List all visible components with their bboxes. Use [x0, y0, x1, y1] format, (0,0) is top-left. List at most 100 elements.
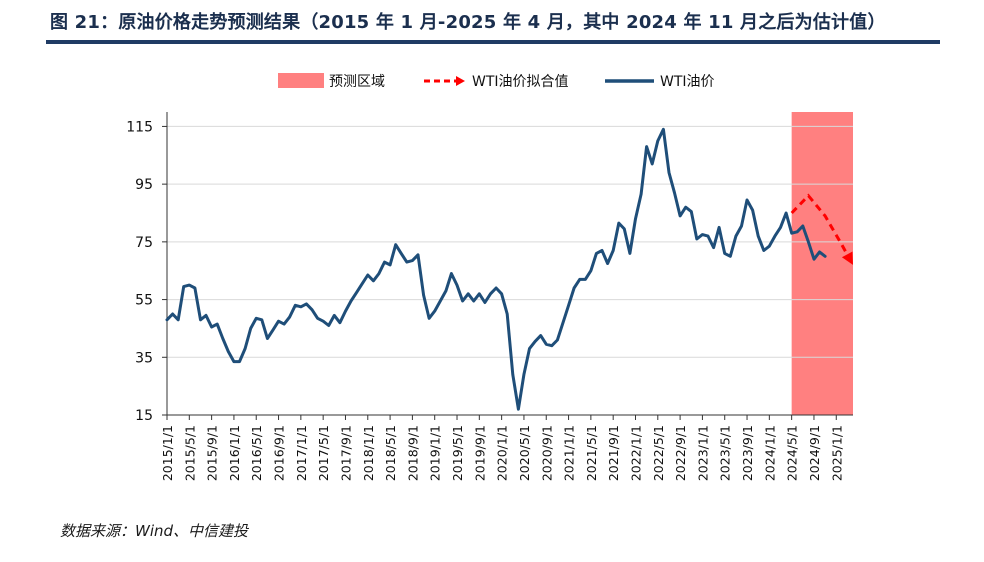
wti-point: [807, 241, 810, 243]
wti-point: [428, 317, 430, 320]
wti-point: [545, 343, 548, 346]
x-tick-label: 2018/9/1: [405, 425, 420, 481]
wti-point: [456, 284, 458, 286]
wti-point: [523, 373, 525, 376]
wti-point: [283, 323, 285, 325]
wti-point: [422, 294, 425, 297]
legend-label-wti-line: WTI油价: [660, 74, 715, 90]
wti-point: [216, 323, 218, 325]
wti-point: [327, 324, 330, 327]
wti-point: [684, 206, 687, 209]
wti-point: [551, 344, 553, 347]
x-tick-label: 2016/5/1: [249, 425, 264, 481]
wti-point: [389, 264, 391, 266]
wti-point: [350, 300, 352, 302]
wti-point: [634, 217, 637, 220]
x-tick-label: 2018/1/1: [361, 425, 376, 481]
legend-arrow-icon: [456, 76, 465, 86]
x-tick-label: 2015/1/1: [160, 425, 175, 481]
wti-point: [417, 254, 419, 256]
wti-point: [735, 235, 737, 237]
wti-point: [573, 287, 575, 289]
wti-point: [344, 310, 347, 312]
x-tick-label: 2015/5/1: [182, 425, 197, 481]
wti-fit-line: [790, 193, 851, 259]
wti-point: [802, 225, 804, 227]
wti-point: [690, 210, 693, 213]
x-tick-label: 2022/9/1: [673, 425, 688, 481]
wti-point: [606, 262, 609, 265]
x-tick-label: 2024/9/1: [807, 425, 822, 481]
wti-point: [433, 310, 436, 312]
wti-point: [372, 280, 375, 282]
wti-point: [266, 337, 269, 340]
legend-label-forecast-region: 预测区域: [329, 74, 385, 90]
wti-point: [378, 272, 380, 275]
x-tick-label: 2021/5/1: [584, 425, 599, 481]
wti-point: [673, 192, 676, 194]
wti-point: [288, 316, 291, 318]
x-tick-label: 2025/1/1: [829, 425, 844, 481]
wti-point: [305, 303, 308, 305]
wti-point: [651, 163, 654, 165]
wti-point: [406, 261, 408, 263]
wti-point: [528, 347, 531, 350]
wti-data-points: [166, 128, 826, 411]
wti-point: [171, 313, 174, 315]
wti-point: [818, 251, 821, 253]
wti-price-line: [165, 127, 827, 411]
wti-point: [394, 243, 397, 246]
wti-point: [790, 232, 793, 234]
wti-point: [762, 249, 765, 252]
fit-arrow-icon: [841, 251, 853, 265]
x-tick-label: 2018/5/1: [383, 425, 398, 481]
y-tick-label: 35: [135, 350, 153, 366]
wti-point: [729, 255, 732, 258]
y-tick-label: 15: [135, 408, 153, 424]
y-tick-label: 95: [135, 177, 153, 193]
y-tick-label: 75: [135, 235, 153, 251]
wti-point: [467, 293, 469, 295]
wti-point: [746, 199, 748, 201]
wti-point: [255, 317, 258, 320]
x-tick-label: 2020/9/1: [539, 425, 554, 481]
x-tick-label: 2016/9/1: [272, 425, 287, 481]
wti-point: [277, 320, 280, 323]
wti-point: [472, 300, 475, 302]
wti-point: [517, 408, 520, 411]
y-tick-label: 115: [126, 119, 153, 135]
wti-point: [182, 285, 185, 288]
wti-point: [612, 249, 614, 252]
wti-point: [567, 304, 570, 307]
x-tick-label: 2022/1/1: [628, 425, 643, 481]
x-tick-label: 2017/1/1: [294, 425, 309, 481]
wti-point: [701, 233, 704, 236]
wti-point: [740, 225, 743, 227]
wti-point: [562, 321, 564, 324]
chart-legend: 预测区域 WTI油价拟合值 WTI油价: [278, 73, 715, 90]
x-tick-label: 2019/1/1: [428, 425, 443, 481]
y-axis-ticks: 15 35 55 75 95 115: [126, 119, 167, 424]
axes: [166, 112, 853, 416]
wti-point: [205, 314, 207, 317]
wti-point: [249, 327, 252, 330]
wti-point: [261, 318, 263, 321]
wti-point: [534, 340, 536, 343]
wti-point: [400, 252, 403, 255]
wti-point: [623, 228, 626, 230]
wti-point: [244, 347, 246, 350]
wti-point: [221, 337, 224, 340]
wti-point: [584, 278, 587, 281]
wti-point: [233, 360, 235, 363]
gridlines: [167, 125, 853, 358]
wti-point: [645, 145, 648, 148]
wti-point: [166, 318, 168, 321]
x-tick-label: 2019/5/1: [450, 425, 465, 481]
wti-point: [210, 326, 213, 328]
wti-point: [629, 252, 631, 255]
wti-point: [489, 293, 492, 295]
wti-point: [333, 314, 336, 317]
wti-point: [227, 350, 230, 353]
x-tick-label: 2015/9/1: [205, 425, 220, 481]
wti-point: [774, 235, 776, 237]
